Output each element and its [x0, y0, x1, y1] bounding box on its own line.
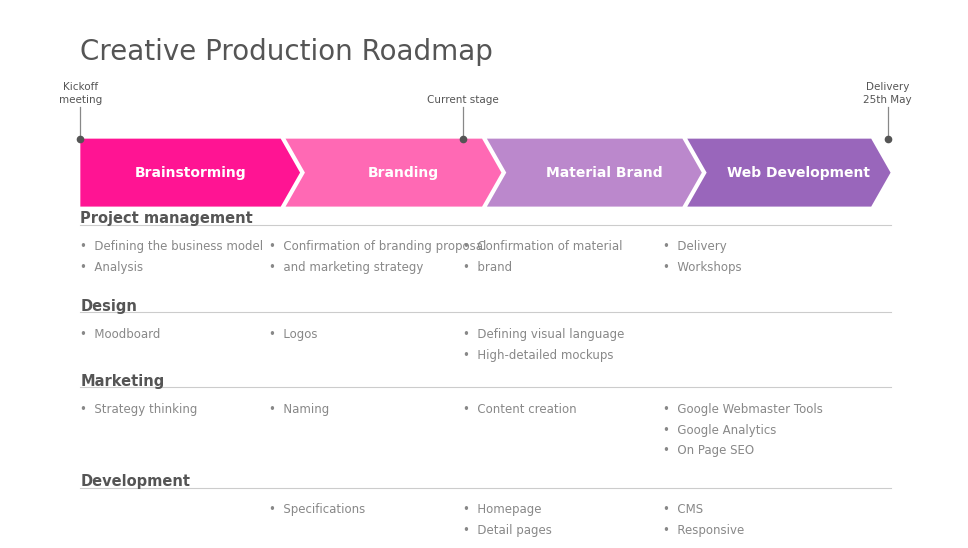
Text: •  Delivery: • Delivery	[663, 240, 727, 253]
Text: •  CMS: • CMS	[663, 503, 703, 516]
Text: •  Responsive: • Responsive	[663, 524, 744, 537]
Text: •  Confirmation of branding proposal: • Confirmation of branding proposal	[269, 240, 487, 253]
Text: •  and marketing strategy: • and marketing strategy	[269, 261, 423, 274]
Text: •  Workshops: • Workshops	[663, 261, 741, 274]
Text: Marketing: Marketing	[80, 374, 165, 389]
Text: •  Defining the business model: • Defining the business model	[80, 240, 263, 253]
Text: •  Analysis: • Analysis	[80, 261, 143, 274]
Text: Design: Design	[80, 299, 137, 313]
Text: Web Development: Web Development	[727, 165, 870, 180]
Text: •  Google Webmaster Tools: • Google Webmaster Tools	[663, 403, 823, 416]
Text: •  Strategy thinking: • Strategy thinking	[80, 403, 197, 416]
Text: •  Moodboard: • Moodboard	[80, 328, 161, 341]
Text: Project management: Project management	[80, 211, 253, 226]
Polygon shape	[687, 139, 891, 207]
Text: •  Detail pages: • Detail pages	[463, 524, 552, 537]
Text: •  Defining visual language: • Defining visual language	[463, 328, 624, 341]
Text: •  On Page SEO: • On Page SEO	[663, 444, 754, 458]
Text: Development: Development	[80, 474, 191, 489]
Text: •  Google Analytics: • Google Analytics	[663, 424, 776, 437]
Text: •  High-detailed mockups: • High-detailed mockups	[463, 349, 613, 362]
Text: Brainstorming: Brainstorming	[135, 165, 246, 180]
Polygon shape	[80, 139, 300, 207]
Text: •  Logos: • Logos	[269, 328, 318, 341]
Text: Kickoff
meeting: Kickoff meeting	[59, 82, 102, 105]
Text: Current stage: Current stage	[427, 95, 499, 105]
Text: •  Confirmation of material: • Confirmation of material	[463, 240, 622, 253]
Text: •  Homepage: • Homepage	[463, 503, 541, 516]
Polygon shape	[487, 139, 702, 207]
Text: Material Brand: Material Brand	[546, 165, 662, 180]
Text: •  Content creation: • Content creation	[463, 403, 576, 416]
Text: Delivery
25th May: Delivery 25th May	[863, 82, 912, 105]
Text: •  Naming: • Naming	[269, 403, 329, 416]
Text: Creative Production Roadmap: Creative Production Roadmap	[80, 38, 494, 66]
Text: •  Specifications: • Specifications	[269, 503, 365, 516]
Polygon shape	[286, 139, 501, 207]
Text: Branding: Branding	[368, 165, 439, 180]
Text: •  brand: • brand	[463, 261, 512, 274]
